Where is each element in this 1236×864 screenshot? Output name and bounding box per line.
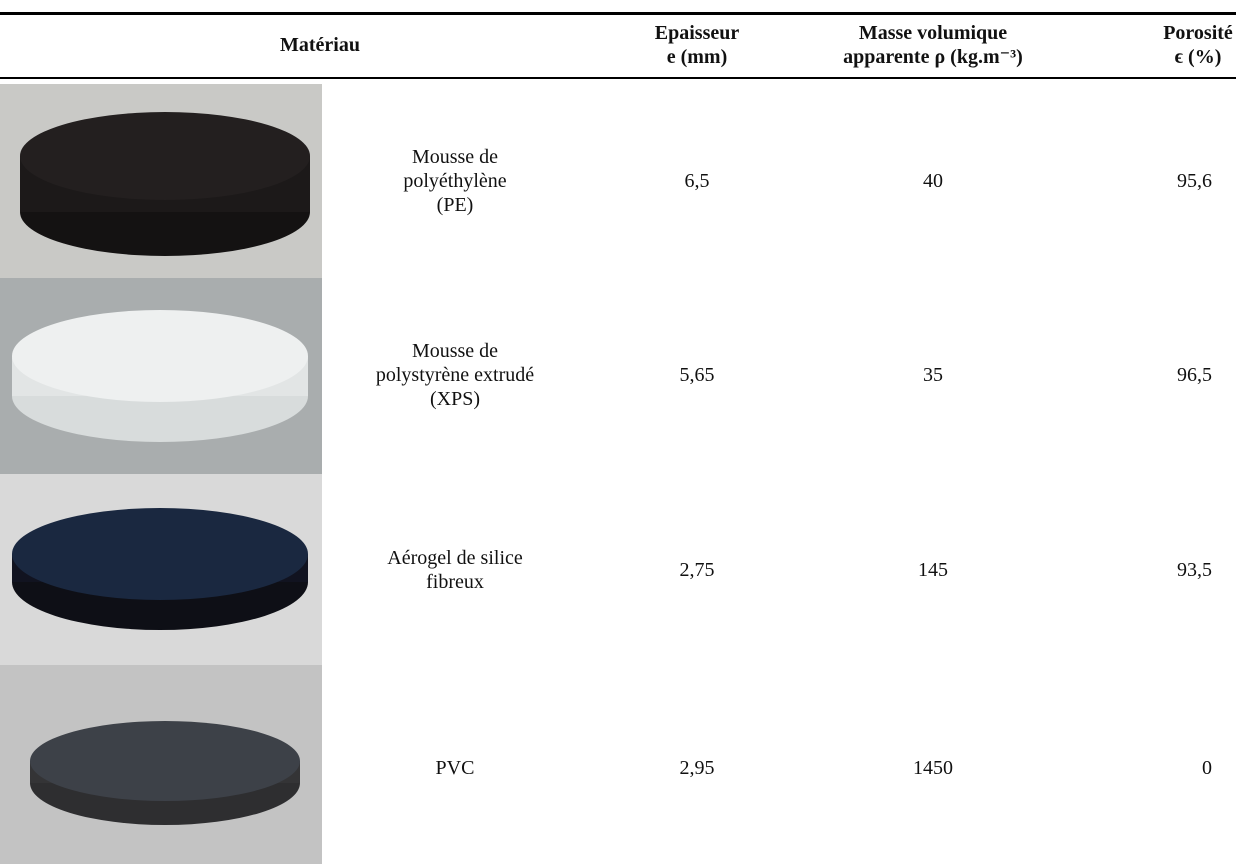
material-line: fibreux [426, 571, 484, 593]
header-density: Masse volumique apparente ρ (kg.m⁻³) [843, 21, 1023, 69]
density: 35 [923, 364, 943, 386]
material-line: polystyrène extrudé [375, 364, 535, 386]
porosity: 96,5 [1177, 364, 1212, 386]
header-porosity: Porosité ϵ (%) [1163, 21, 1233, 69]
material-line: (XPS) [429, 388, 480, 410]
material-name: PVC [436, 756, 475, 780]
density: 40 [923, 170, 943, 192]
header-line: Epaisseur [654, 22, 740, 44]
thickness: 2,75 [679, 559, 715, 581]
thickness: 6,5 [684, 170, 710, 192]
material-line: (PE) [436, 194, 474, 216]
header-line: e (mm) [666, 46, 728, 68]
material-name: Aérogel de silice fibreux [387, 546, 523, 594]
material-name: Mousse de polystyrène extrudé (XPS) [376, 339, 534, 411]
sample-photo [0, 84, 322, 278]
porosity: 93,5 [1177, 559, 1212, 581]
top-rule [0, 12, 1236, 15]
material-line: PVC [435, 757, 475, 779]
sample-photo [0, 474, 322, 665]
header-material: Matériau [280, 34, 360, 56]
thickness: 2,95 [679, 757, 715, 779]
sample-photo [0, 278, 322, 474]
porosity: 95,6 [1177, 170, 1212, 192]
material-line: Aérogel de silice [387, 547, 523, 569]
header-rule [0, 77, 1236, 79]
material-name: Mousse de polyéthylène (PE) [403, 145, 506, 217]
density: 1450 [913, 757, 953, 779]
sample-photo [0, 665, 322, 864]
header-thickness: Epaisseur e (mm) [655, 21, 739, 69]
porosity: 0 [1202, 757, 1212, 779]
header-line: ϵ (%) [1174, 46, 1222, 68]
density: 145 [918, 559, 948, 581]
thickness: 5,65 [679, 364, 715, 386]
header-line: apparente ρ (kg.m⁻³) [843, 46, 1023, 68]
material-line: Mousse de [411, 340, 499, 362]
material-line: polyéthylène [403, 170, 507, 192]
header-line: Porosité [1163, 22, 1233, 44]
material-line: Mousse de [411, 146, 499, 168]
header-line: Masse volumique [858, 22, 1008, 44]
